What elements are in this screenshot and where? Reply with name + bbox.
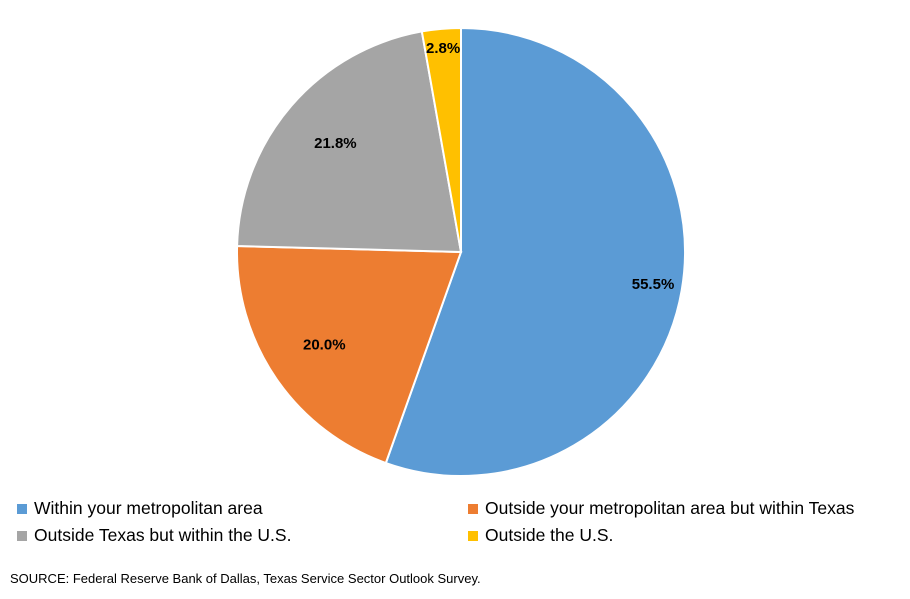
legend-item-outside-texas-within-us: Outside Texas but within the U.S. (17, 525, 291, 546)
slice-outside-metro-within-texas (236, 244, 463, 465)
legend-item-outside-us: Outside the U.S. (468, 525, 613, 546)
slice-outside-texas-within-us (236, 30, 463, 254)
legend-swatch (17, 530, 27, 541)
legend-label: Outside the U.S. (485, 525, 614, 545)
data-label-outside-texas-within-us: 21.8% (314, 135, 357, 152)
legend-label: Outside Texas but within the U.S. (34, 525, 292, 545)
data-label-outside-metro-within-texas: 20.0% (303, 337, 346, 354)
slice-outside-us (420, 26, 462, 253)
legend-swatch (468, 503, 478, 514)
slice-within-metro (384, 26, 686, 477)
legend-label: Outside your metropolitan area but withi… (485, 498, 855, 518)
legend-swatch (17, 503, 27, 514)
data-label-outside-us: 2.8% (426, 40, 460, 57)
legend-swatch (468, 530, 478, 541)
legend-item-outside-metro-within-texas: Outside your metropolitan area but withi… (468, 498, 854, 519)
legend-item-within-metro: Within your metropolitan area (17, 498, 263, 519)
data-label-within-metro: 55.5% (632, 276, 675, 293)
legend-label: Within your metropolitan area (34, 498, 263, 518)
pie-chart: 55.5% 20.0% 21.8% 2.8% (236, 26, 686, 477)
source-note: SOURCE: Federal Reserve Bank of Dallas, … (10, 571, 481, 586)
